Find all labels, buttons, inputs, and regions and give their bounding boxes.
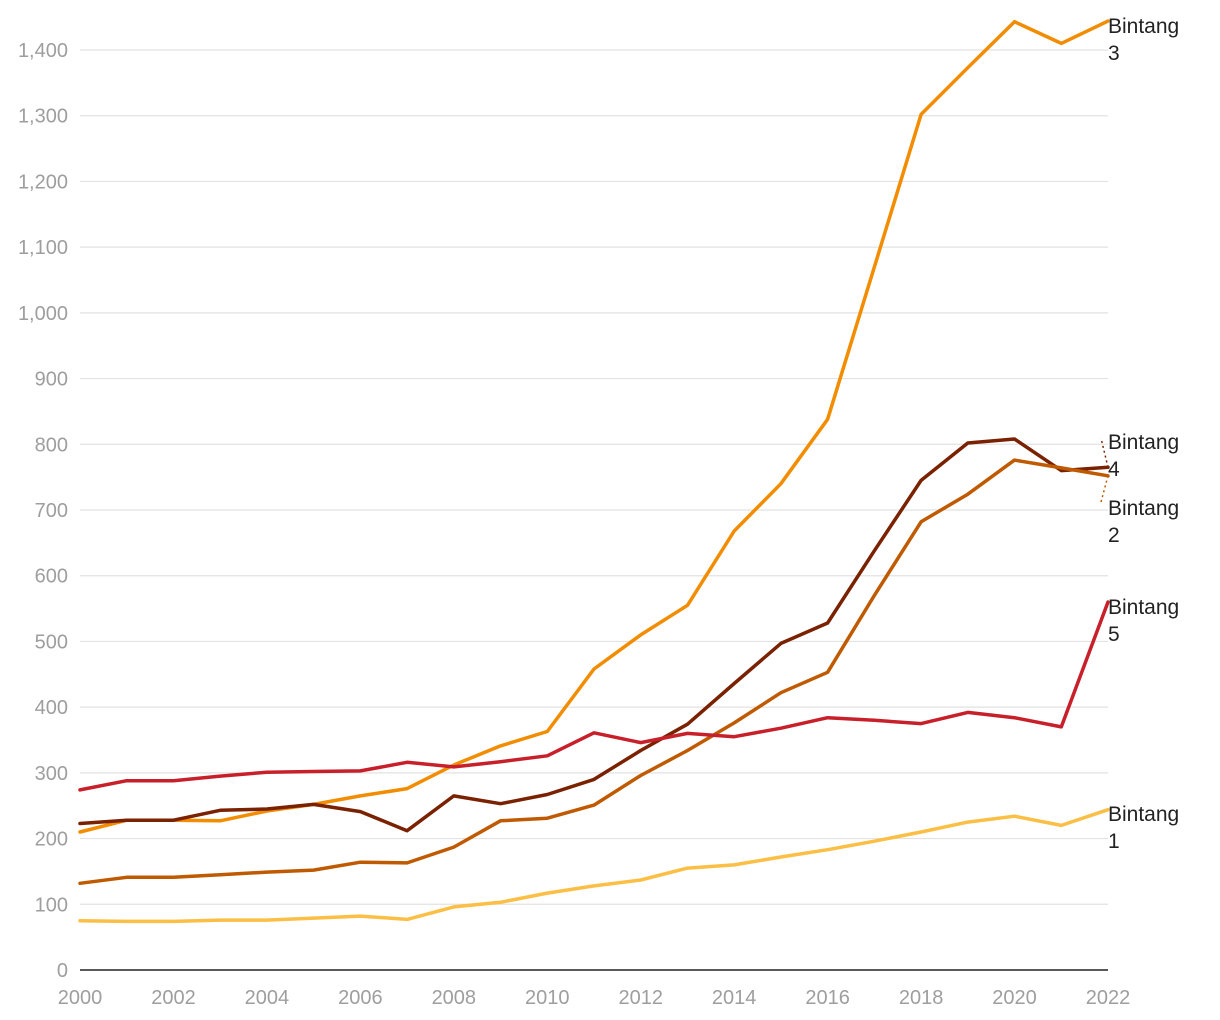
y-tick-label: 800 bbox=[35, 434, 68, 456]
series-line-b3 bbox=[78, 19, 1110, 834]
x-tick-label: 2012 bbox=[618, 987, 663, 1009]
x-axis-ticks: 2000 2002 2004 2006 2008 2010 2012 2014 2016 2018… bbox=[58, 987, 1131, 1009]
series-line-b4 bbox=[78, 437, 1110, 833]
x-tick-label: 2002 bbox=[151, 987, 196, 1009]
series-label-b1: Bintang bbox=[1108, 803, 1179, 826]
x-tick-label: 2006 bbox=[338, 987, 383, 1009]
series-label-b3: Bintang bbox=[1108, 15, 1179, 38]
y-axis-ticks: 0 100 200 300 400 500 600 700 800 900 1,000 1,100 1,… bbox=[18, 40, 68, 982]
y-tick-label: 0 bbox=[57, 960, 68, 982]
series-label-b1-number: 1 bbox=[1108, 830, 1120, 853]
x-tick-label: 2000 bbox=[58, 987, 103, 1009]
y-tick-label: 100 bbox=[35, 894, 68, 916]
y-tick-label: 400 bbox=[35, 697, 68, 719]
leader-line-b4 bbox=[1100, 437, 1109, 468]
series-line-b2 bbox=[78, 458, 1110, 886]
y-tick-label: 1,100 bbox=[18, 237, 68, 259]
leader-line-b2 bbox=[1100, 475, 1109, 503]
x-tick-label: 2004 bbox=[245, 987, 290, 1009]
series-label-b5-number: 5 bbox=[1108, 623, 1120, 646]
x-tick-label: 2016 bbox=[805, 987, 850, 1009]
x-tick-label: 2022 bbox=[1086, 987, 1131, 1009]
series-label-b2-number: 2 bbox=[1108, 524, 1120, 547]
x-tick-label: 2008 bbox=[432, 987, 477, 1009]
y-tick-label: 1,400 bbox=[18, 40, 68, 62]
y-tick-label: 300 bbox=[35, 763, 68, 785]
y-tick-label: 700 bbox=[35, 500, 68, 522]
y-tick-label: 200 bbox=[35, 829, 68, 851]
y-tick-label: 1,200 bbox=[18, 171, 68, 193]
x-tick-label: 2014 bbox=[712, 987, 757, 1009]
y-tick-label: 1,000 bbox=[18, 303, 68, 325]
series-label-b4: Bintang bbox=[1108, 431, 1179, 454]
x-tick-label: 2010 bbox=[525, 987, 570, 1009]
series-label-b3-number: 3 bbox=[1108, 42, 1120, 65]
gridlines bbox=[80, 49, 1108, 905]
series-label-b2: Bintang bbox=[1108, 497, 1179, 520]
x-tick-label: 2020 bbox=[992, 987, 1037, 1009]
series-line-b5 bbox=[78, 600, 1110, 792]
y-tick-label: 600 bbox=[35, 566, 68, 588]
x-tick-label: 2018 bbox=[899, 987, 944, 1009]
series-labels: Bintang 3 Bintang 4 Bintang 2 Bintang 5 Bintang 1 bbox=[1108, 15, 1179, 853]
series-label-b5: Bintang bbox=[1108, 596, 1179, 619]
y-tick-label: 500 bbox=[35, 631, 68, 653]
series-lines bbox=[78, 19, 1110, 924]
label-leaders bbox=[1100, 437, 1109, 503]
series-line-b1 bbox=[78, 807, 1110, 924]
series-label-b4-number: 4 bbox=[1108, 458, 1120, 481]
y-tick-label: 900 bbox=[35, 369, 68, 391]
y-tick-label: 1,300 bbox=[18, 106, 68, 128]
